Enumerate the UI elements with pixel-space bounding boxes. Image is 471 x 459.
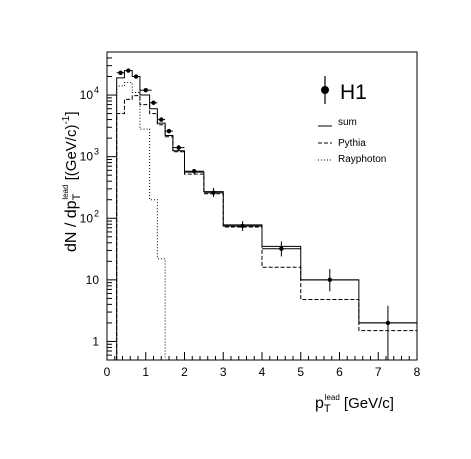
y-tick-label: 1 bbox=[92, 334, 99, 348]
histogram-sum bbox=[116, 70, 418, 360]
legend-label-h1: H1 bbox=[340, 81, 367, 104]
histogram-rayphoton bbox=[116, 81, 173, 361]
y-tick-label: 10 bbox=[80, 211, 94, 225]
data-point bbox=[279, 246, 284, 251]
data-point bbox=[118, 70, 123, 75]
data-point bbox=[151, 100, 156, 105]
data-point bbox=[126, 68, 131, 73]
x-tick-label: 0 bbox=[104, 365, 111, 379]
y-tick-label: 10 bbox=[80, 150, 94, 164]
y-tick-label-exponent: 3 bbox=[94, 147, 99, 157]
y-tick-label: 10 bbox=[80, 88, 94, 102]
data-point bbox=[143, 87, 148, 93]
histogram-pythia bbox=[116, 95, 418, 360]
histograms bbox=[116, 70, 418, 361]
data-point bbox=[211, 190, 216, 195]
y-axis-title-sub: T bbox=[71, 193, 83, 200]
y-axis-title-unit: [(GeV/c) bbox=[63, 125, 80, 185]
legend-marker-h1 bbox=[321, 86, 329, 94]
data-point bbox=[133, 74, 139, 79]
plot-frame bbox=[106, 51, 418, 361]
y-axis-title-unit-close: ] bbox=[63, 111, 80, 115]
y-tick-label-exponent: 2 bbox=[94, 208, 99, 218]
data-point bbox=[191, 169, 197, 174]
y-tick-label-exponent: 4 bbox=[94, 85, 99, 95]
x-tick-label: 6 bbox=[336, 365, 343, 379]
legend-label-sum: sum bbox=[338, 117, 357, 128]
x-tick-label: 1 bbox=[142, 365, 149, 379]
x-tick-label: 4 bbox=[259, 365, 266, 379]
x-tick-label: 8 bbox=[414, 365, 421, 379]
data-points bbox=[116, 68, 417, 360]
y-tick-label: 10 bbox=[86, 273, 100, 287]
x-axis-title-main: p bbox=[315, 395, 324, 412]
x-tick-label: 2 bbox=[181, 365, 188, 379]
x-axis-title-unit: [GeV/c] bbox=[340, 395, 394, 412]
data-point bbox=[176, 145, 181, 150]
y-axis-title-main: dN / dp bbox=[63, 200, 80, 252]
x-tick-label: 5 bbox=[297, 365, 304, 379]
data-point bbox=[159, 117, 164, 122]
x-axis-title-sup: lead bbox=[325, 393, 340, 402]
data-point bbox=[166, 128, 172, 134]
data-point bbox=[385, 320, 391, 326]
x-axis-title-sub: T bbox=[324, 403, 331, 415]
legend-label-pythia: Pythia bbox=[338, 138, 366, 149]
x-axis-title: pTlead [GeV/c] bbox=[315, 393, 394, 415]
data-point bbox=[240, 223, 245, 229]
data-point bbox=[327, 277, 333, 283]
x-tick-label: 3 bbox=[220, 365, 227, 379]
y-axis-title: dN / dpTlead [(GeV/c)-1] bbox=[61, 111, 83, 252]
x-tick-label: 7 bbox=[375, 365, 382, 379]
y-axis-title-sup: lead bbox=[61, 185, 70, 200]
legend-label-rayphoton: Rayphoton bbox=[338, 154, 386, 165]
y-axis-title-unit-exp: -1 bbox=[61, 115, 72, 124]
legend: H1 sum Pythia Rayphoton bbox=[318, 76, 386, 165]
